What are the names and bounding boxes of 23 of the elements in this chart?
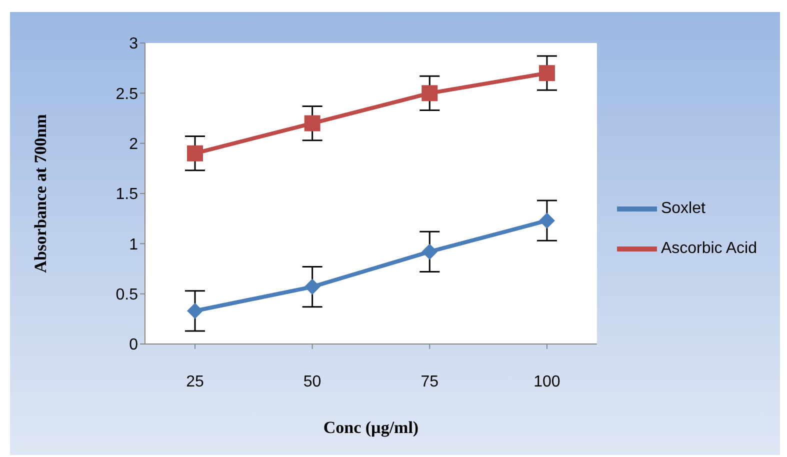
point [187, 302, 203, 319]
y-tick-label: 0 [129, 336, 138, 354]
x-axis-title: Conc (µg/ml) [323, 418, 419, 437]
y-tick-label: 0.5 [116, 286, 138, 304]
point [304, 278, 320, 295]
y-tick-label: 2 [129, 136, 138, 154]
y-tick-label: 2.5 [116, 86, 138, 103]
point [538, 212, 555, 229]
point [538, 65, 555, 82]
y-axis-title: Absorbance at 700nm [31, 114, 50, 273]
y-tick-label: 1 [129, 236, 138, 254]
point [422, 85, 438, 102]
y-tick-label: 1.5 [116, 186, 138, 204]
point [187, 145, 203, 162]
x-tick-label: 50 [303, 373, 322, 390]
point [422, 244, 438, 260]
point [304, 115, 320, 132]
legend-label: Soxlet [660, 200, 706, 217]
x-tick-label: 75 [420, 373, 439, 390]
y-tick-label: 3 [129, 36, 138, 53]
x-tick-label: 25 [186, 373, 204, 390]
x-tick-label: 100 [534, 373, 560, 390]
legend-label: Ascorbic Acid [660, 240, 757, 257]
